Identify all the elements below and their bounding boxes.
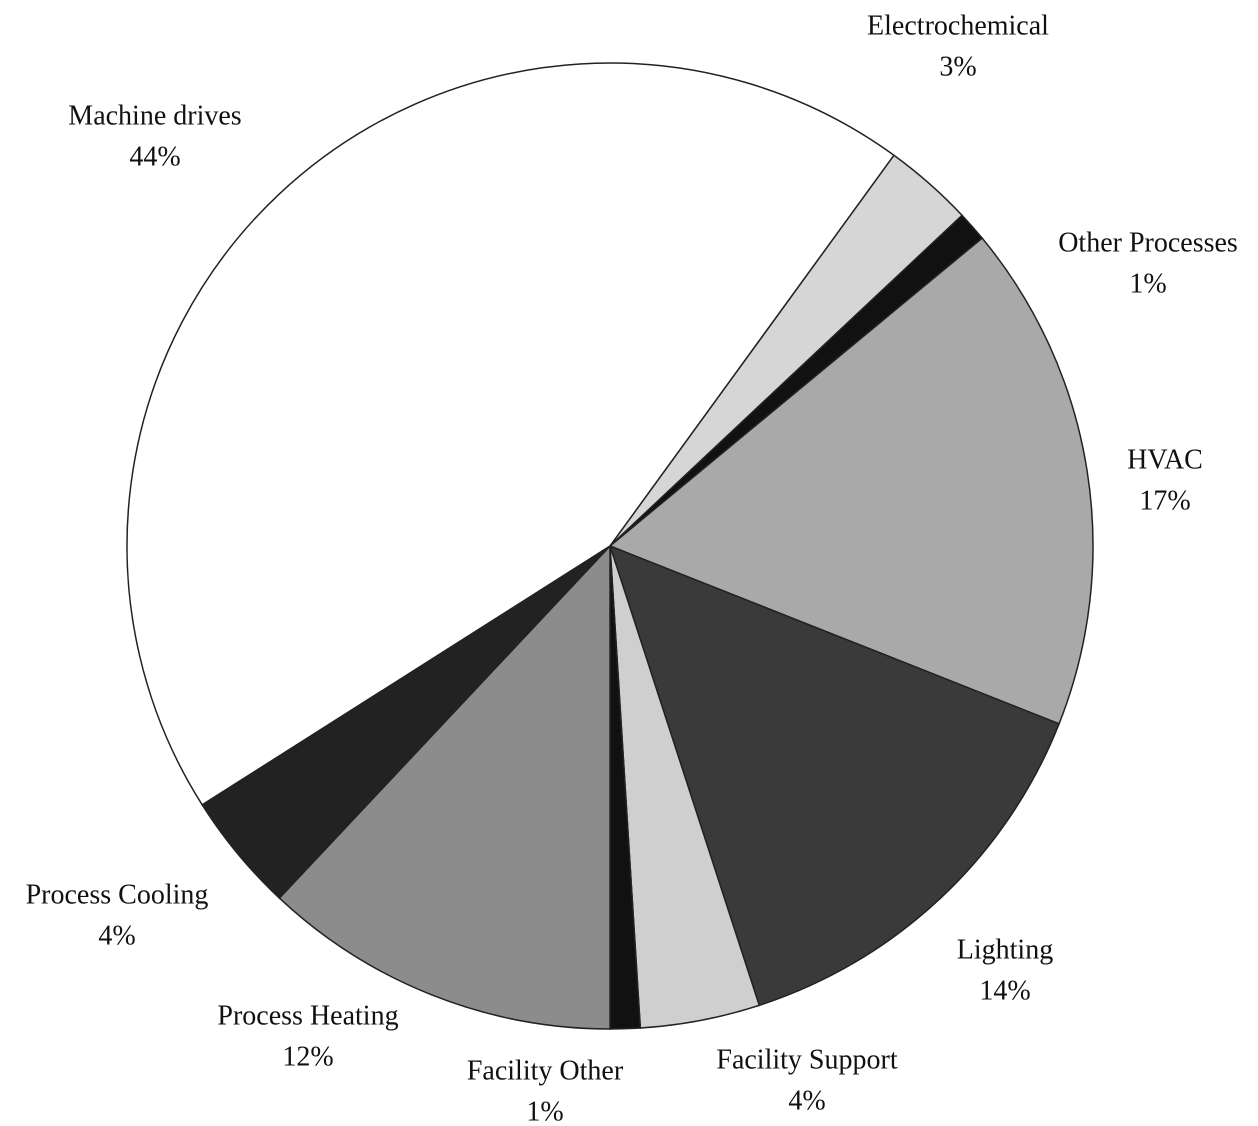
slice-value-label: 3% bbox=[939, 51, 976, 82]
slice-label: Process Heating bbox=[217, 1000, 398, 1031]
pie-slice bbox=[126, 62, 895, 806]
pie-slice bbox=[608, 237, 1094, 725]
slice-label: Facility Support bbox=[716, 1044, 897, 1075]
slice-value-label: 14% bbox=[979, 975, 1030, 1006]
slice-value-label: 1% bbox=[1129, 268, 1166, 299]
slice-value-label: 4% bbox=[98, 920, 135, 951]
pie-slice bbox=[278, 544, 611, 1030]
slice-value-label: 17% bbox=[1139, 485, 1190, 516]
slice-value-label: 1% bbox=[526, 1096, 563, 1126]
slice-label: Lighting bbox=[957, 934, 1053, 965]
slice-value-label: 44% bbox=[129, 141, 180, 172]
slice-value-label: 12% bbox=[282, 1041, 333, 1072]
slice-label: Other Processes bbox=[1058, 227, 1238, 258]
slice-label: Process Cooling bbox=[26, 879, 209, 910]
slice-label: Electrochemical bbox=[867, 10, 1049, 41]
slice-label: HVAC bbox=[1127, 444, 1203, 475]
slice-value-label: 4% bbox=[788, 1085, 825, 1116]
slice-label: Machine drives bbox=[68, 100, 241, 131]
slice-label: Facility Other bbox=[467, 1055, 624, 1086]
